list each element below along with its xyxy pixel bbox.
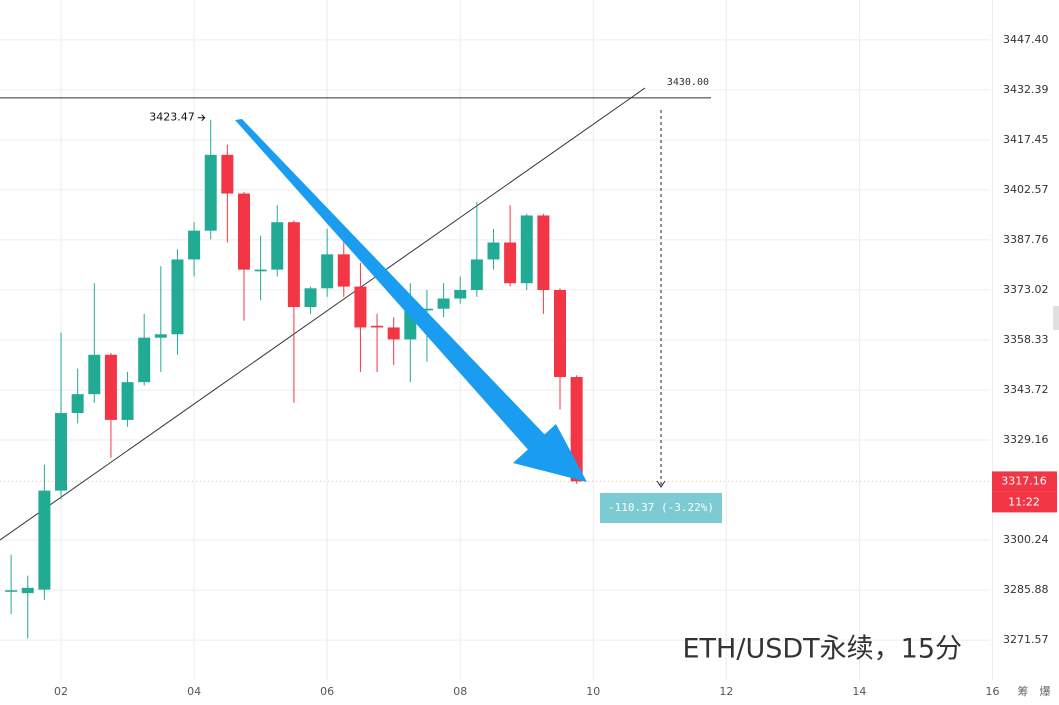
y-tick-label: 3417.45 (1003, 133, 1049, 146)
candle-body (387, 327, 400, 340)
arrow-head (513, 424, 587, 482)
toolbar-button[interactable]: 筹 (1018, 684, 1029, 698)
watermark: ETH/USDT永续，15分 (683, 634, 963, 665)
candle-body (537, 215, 550, 291)
measure-label: -110.37 (-3.22%) (608, 501, 714, 514)
candle-body (337, 254, 350, 287)
high-label: 3423.47 (149, 111, 195, 124)
candle-body (71, 394, 84, 414)
price-line-label: 3430.00 (667, 77, 709, 88)
candle-body (520, 215, 533, 284)
candle-body (271, 222, 284, 270)
candle-body (237, 193, 250, 270)
candle-body (354, 286, 367, 328)
candle-body (304, 288, 317, 308)
x-tick-label: 08 (453, 685, 467, 698)
candle-body (188, 230, 201, 260)
x-tick-label: 12 (719, 685, 733, 698)
candle-body (104, 354, 117, 420)
candle-body (55, 413, 68, 491)
candle-body (437, 298, 450, 309)
candle-body (321, 254, 334, 289)
candle-body (487, 242, 500, 260)
x-tick-label: 06 (320, 685, 334, 698)
y-tick-label: 3300.24 (1003, 533, 1049, 546)
toolbar-button[interactable]: 爆 (1040, 684, 1051, 698)
y-tick-label: 3402.57 (1003, 183, 1049, 196)
candle-body (287, 222, 300, 308)
y-tick-label: 3343.72 (1003, 383, 1049, 396)
candles (5, 119, 583, 639)
y-tick-label: 3373.02 (1003, 283, 1049, 296)
measure-arrow (656, 480, 666, 488)
y-tick-label: 3447.40 (1003, 33, 1049, 46)
candle-body (254, 269, 267, 272)
y-tick-label: 3387.76 (1003, 233, 1049, 246)
candle-body (171, 259, 184, 335)
candle-body (38, 490, 51, 590)
x-tick-label: 14 (852, 685, 866, 698)
last-price-box (992, 471, 1057, 492)
measure-box (600, 493, 722, 523)
candle-body (204, 154, 217, 231)
candle-body (5, 590, 18, 592)
y-tick-label: 3329.16 (1003, 433, 1049, 446)
candle-body (371, 325, 384, 328)
candle-body (138, 337, 151, 383)
overlay: 3430.00 3423.47 3317.16 11:22 (0, 77, 1057, 513)
y-tick-label: 3271.57 (1003, 633, 1049, 646)
x-tick-label: 10 (586, 685, 600, 698)
candle-body (570, 377, 583, 482)
high-marker-arrow (197, 114, 206, 122)
candle-body (88, 354, 101, 395)
y-tick-label: 3432.39 (1003, 83, 1049, 96)
candle-body (121, 382, 134, 420)
candle-body (21, 587, 34, 594)
countdown-label: 11:22 (1008, 495, 1040, 508)
side-tab[interactable] (1053, 306, 1059, 330)
x-tick-label: 16 (985, 685, 999, 698)
arrow-shaft (235, 119, 548, 453)
x-tick-label: 02 (54, 685, 68, 698)
candle-body (154, 334, 167, 338)
candle-body (454, 290, 467, 299)
y-tick-label: 3285.88 (1003, 583, 1049, 596)
candle-body (504, 242, 517, 284)
last-price-label: 3317.16 (1001, 474, 1047, 487)
candle-body (554, 290, 567, 378)
y-tick-label: 3358.33 (1003, 333, 1049, 346)
candle-body (420, 308, 433, 311)
candle-body (470, 259, 483, 291)
trend-line (0, 87, 646, 541)
countdown-box (992, 491, 1057, 513)
candle-body (221, 154, 234, 194)
x-tick-label: 04 (187, 685, 201, 698)
